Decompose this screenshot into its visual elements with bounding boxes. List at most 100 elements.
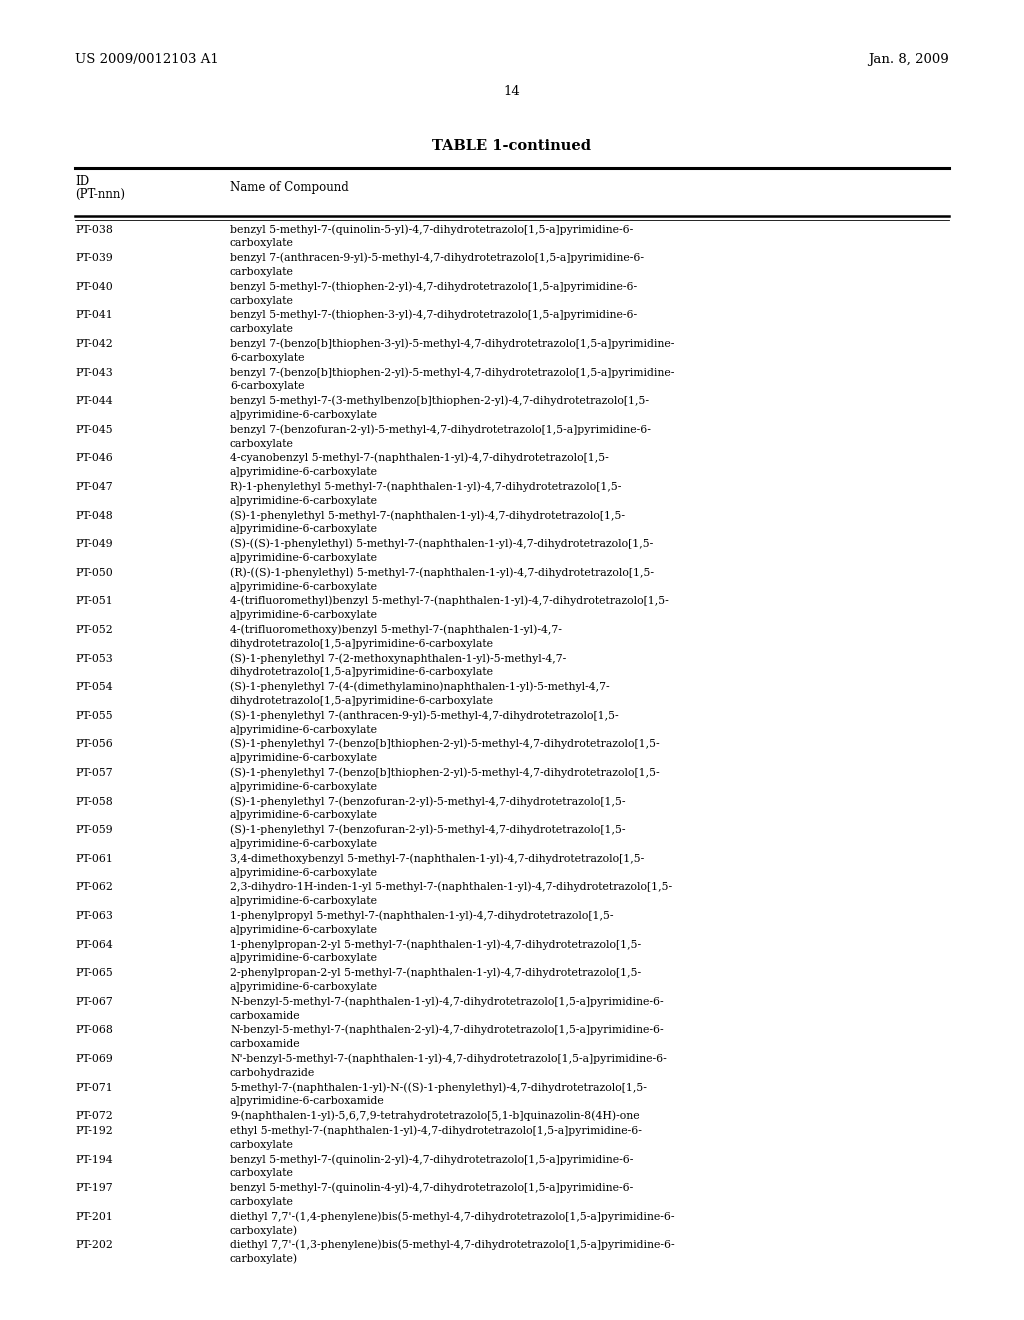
Text: PT-051: PT-051 — [75, 597, 113, 606]
Text: a]pyrimidine-6-carboxylate: a]pyrimidine-6-carboxylate — [230, 754, 378, 763]
Text: a]pyrimidine-6-carboxylate: a]pyrimidine-6-carboxylate — [230, 953, 378, 964]
Text: a]pyrimidine-6-carboxylate: a]pyrimidine-6-carboxylate — [230, 867, 378, 878]
Text: benzyl 7-(benzo[b]thiophen-3-yl)-5-methyl-4,7-dihydrotetrazolo[1,5-a]pyrimidine-: benzyl 7-(benzo[b]thiophen-3-yl)-5-methy… — [230, 338, 675, 348]
Text: 1-phenylpropan-2-yl 5-methyl-7-(naphthalen-1-yl)-4,7-dihydrotetrazolo[1,5-: 1-phenylpropan-2-yl 5-methyl-7-(naphthal… — [230, 939, 641, 949]
Text: a]pyrimidine-6-carboxylate: a]pyrimidine-6-carboxylate — [230, 781, 378, 792]
Text: PT-201: PT-201 — [75, 1212, 113, 1222]
Text: benzyl 5-methyl-7-(thiophen-3-yl)-4,7-dihydrotetrazolo[1,5-a]pyrimidine-6-: benzyl 5-methyl-7-(thiophen-3-yl)-4,7-di… — [230, 310, 637, 321]
Text: N-benzyl-5-methyl-7-(naphthalen-2-yl)-4,7-dihydrotetrazolo[1,5-a]pyrimidine-6-: N-benzyl-5-methyl-7-(naphthalen-2-yl)-4,… — [230, 1024, 664, 1035]
Text: a]pyrimidine-6-carboxylate: a]pyrimidine-6-carboxylate — [230, 925, 378, 935]
Text: R)-1-phenylethyl 5-methyl-7-(naphthalen-1-yl)-4,7-dihydrotetrazolo[1,5-: R)-1-phenylethyl 5-methyl-7-(naphthalen-… — [230, 482, 622, 492]
Text: (S)-((S)-1-phenylethyl) 5-methyl-7-(naphthalen-1-yl)-4,7-dihydrotetrazolo[1,5-: (S)-((S)-1-phenylethyl) 5-methyl-7-(naph… — [230, 539, 653, 549]
Text: PT-059: PT-059 — [75, 825, 113, 836]
Text: (S)-1-phenylethyl 7-(benzofuran-2-yl)-5-methyl-4,7-dihydrotetrazolo[1,5-: (S)-1-phenylethyl 7-(benzofuran-2-yl)-5-… — [230, 825, 626, 836]
Text: PT-197: PT-197 — [75, 1183, 113, 1193]
Text: benzyl 7-(benzofuran-2-yl)-5-methyl-4,7-dihydrotetrazolo[1,5-a]pyrimidine-6-: benzyl 7-(benzofuran-2-yl)-5-methyl-4,7-… — [230, 424, 651, 434]
Text: carboxylate: carboxylate — [230, 296, 294, 306]
Text: 4-(trifluoromethyl)benzyl 5-methyl-7-(naphthalen-1-yl)-4,7-dihydrotetrazolo[1,5-: 4-(trifluoromethyl)benzyl 5-methyl-7-(na… — [230, 595, 669, 606]
Text: a]pyrimidine-6-carboxylate: a]pyrimidine-6-carboxylate — [230, 810, 378, 821]
Text: carboxylate: carboxylate — [230, 438, 294, 449]
Text: Jan. 8, 2009: Jan. 8, 2009 — [868, 53, 949, 66]
Text: a]pyrimidine-6-carboxamide: a]pyrimidine-6-carboxamide — [230, 1097, 385, 1106]
Text: PT-038: PT-038 — [75, 224, 113, 235]
Text: a]pyrimidine-6-carboxylate: a]pyrimidine-6-carboxylate — [230, 411, 378, 420]
Text: carboxamide: carboxamide — [230, 1011, 301, 1020]
Text: a]pyrimidine-6-carboxylate: a]pyrimidine-6-carboxylate — [230, 982, 378, 993]
Text: ethyl 5-methyl-7-(naphthalen-1-yl)-4,7-dihydrotetrazolo[1,5-a]pyrimidine-6-: ethyl 5-methyl-7-(naphthalen-1-yl)-4,7-d… — [230, 1126, 642, 1137]
Text: a]pyrimidine-6-carboxylate: a]pyrimidine-6-carboxylate — [230, 725, 378, 735]
Text: benzyl 5-methyl-7-(thiophen-2-yl)-4,7-dihydrotetrazolo[1,5-a]pyrimidine-6-: benzyl 5-methyl-7-(thiophen-2-yl)-4,7-di… — [230, 281, 637, 292]
Text: PT-054: PT-054 — [75, 682, 113, 692]
Text: (R)-((S)-1-phenylethyl) 5-methyl-7-(naphthalen-1-yl)-4,7-dihydrotetrazolo[1,5-: (R)-((S)-1-phenylethyl) 5-methyl-7-(naph… — [230, 568, 654, 578]
Text: dihydrotetrazolo[1,5-a]pyrimidine-6-carboxylate: dihydrotetrazolo[1,5-a]pyrimidine-6-carb… — [230, 696, 494, 706]
Text: 4-cyanobenzyl 5-methyl-7-(naphthalen-1-yl)-4,7-dihydrotetrazolo[1,5-: 4-cyanobenzyl 5-methyl-7-(naphthalen-1-y… — [230, 453, 608, 463]
Text: PT-041: PT-041 — [75, 310, 113, 321]
Text: carboxylate: carboxylate — [230, 1168, 294, 1179]
Text: dihydrotetrazolo[1,5-a]pyrimidine-6-carboxylate: dihydrotetrazolo[1,5-a]pyrimidine-6-carb… — [230, 639, 494, 649]
Text: benzyl 5-methyl-7-(quinolin-2-yl)-4,7-dihydrotetrazolo[1,5-a]pyrimidine-6-: benzyl 5-methyl-7-(quinolin-2-yl)-4,7-di… — [230, 1154, 634, 1164]
Text: PT-044: PT-044 — [75, 396, 113, 407]
Text: a]pyrimidine-6-carboxylate: a]pyrimidine-6-carboxylate — [230, 896, 378, 907]
Text: PT-039: PT-039 — [75, 253, 113, 263]
Text: (S)-1-phenylethyl 7-(2-methoxynaphthalen-1-yl)-5-methyl-4,7-: (S)-1-phenylethyl 7-(2-methoxynaphthalen… — [230, 653, 566, 664]
Text: carboxylate: carboxylate — [230, 239, 294, 248]
Text: PT-194: PT-194 — [75, 1155, 113, 1164]
Text: PT-052: PT-052 — [75, 626, 113, 635]
Text: (S)-1-phenylethyl 7-(4-(dimethylamino)naphthalen-1-yl)-5-methyl-4,7-: (S)-1-phenylethyl 7-(4-(dimethylamino)na… — [230, 681, 609, 692]
Text: PT-063: PT-063 — [75, 911, 113, 921]
Text: benzyl 7-(benzo[b]thiophen-2-yl)-5-methyl-4,7-dihydrotetrazolo[1,5-a]pyrimidine-: benzyl 7-(benzo[b]thiophen-2-yl)-5-methy… — [230, 367, 675, 378]
Text: a]pyrimidine-6-carboxylate: a]pyrimidine-6-carboxylate — [230, 553, 378, 564]
Text: (S)-1-phenylethyl 7-(benzofuran-2-yl)-5-methyl-4,7-dihydrotetrazolo[1,5-: (S)-1-phenylethyl 7-(benzofuran-2-yl)-5-… — [230, 796, 626, 807]
Text: a]pyrimidine-6-carboxylate: a]pyrimidine-6-carboxylate — [230, 496, 378, 506]
Text: a]pyrimidine-6-carboxylate: a]pyrimidine-6-carboxylate — [230, 840, 378, 849]
Text: PT-056: PT-056 — [75, 739, 113, 750]
Text: diethyl 7,7'-(1,4-phenylene)bis(5-methyl-4,7-dihydrotetrazolo[1,5-a]pyrimidine-6: diethyl 7,7'-(1,4-phenylene)bis(5-methyl… — [230, 1212, 675, 1222]
Text: benzyl 5-methyl-7-(quinolin-4-yl)-4,7-dihydrotetrazolo[1,5-a]pyrimidine-6-: benzyl 5-methyl-7-(quinolin-4-yl)-4,7-di… — [230, 1183, 633, 1193]
Text: PT-053: PT-053 — [75, 653, 113, 664]
Text: (S)-1-phenylethyl 7-(benzo[b]thiophen-2-yl)-5-methyl-4,7-dihydrotetrazolo[1,5-: (S)-1-phenylethyl 7-(benzo[b]thiophen-2-… — [230, 767, 659, 777]
Text: benzyl 7-(anthracen-9-yl)-5-methyl-4,7-dihydrotetrazolo[1,5-a]pyrimidine-6-: benzyl 7-(anthracen-9-yl)-5-methyl-4,7-d… — [230, 252, 644, 263]
Text: a]pyrimidine-6-carboxylate: a]pyrimidine-6-carboxylate — [230, 610, 378, 620]
Text: PT-202: PT-202 — [75, 1241, 113, 1250]
Text: 6-carboxylate: 6-carboxylate — [230, 352, 304, 363]
Text: PT-045: PT-045 — [75, 425, 113, 434]
Text: PT-050: PT-050 — [75, 568, 113, 578]
Text: (S)-1-phenylethyl 7-(benzo[b]thiophen-2-yl)-5-methyl-4,7-dihydrotetrazolo[1,5-: (S)-1-phenylethyl 7-(benzo[b]thiophen-2-… — [230, 739, 659, 750]
Text: benzyl 5-methyl-7-(quinolin-5-yl)-4,7-dihydrotetrazolo[1,5-a]pyrimidine-6-: benzyl 5-methyl-7-(quinolin-5-yl)-4,7-di… — [230, 224, 633, 235]
Text: N'-benzyl-5-methyl-7-(naphthalen-1-yl)-4,7-dihydrotetrazolo[1,5-a]pyrimidine-6-: N'-benzyl-5-methyl-7-(naphthalen-1-yl)-4… — [230, 1053, 667, 1064]
Text: (S)-1-phenylethyl 5-methyl-7-(naphthalen-1-yl)-4,7-dihydrotetrazolo[1,5-: (S)-1-phenylethyl 5-methyl-7-(naphthalen… — [230, 510, 625, 520]
Text: PT-192: PT-192 — [75, 1126, 113, 1137]
Text: PT-068: PT-068 — [75, 1026, 113, 1035]
Text: PT-072: PT-072 — [75, 1111, 113, 1121]
Text: dihydrotetrazolo[1,5-a]pyrimidine-6-carboxylate: dihydrotetrazolo[1,5-a]pyrimidine-6-carb… — [230, 668, 494, 677]
Text: TABLE 1-continued: TABLE 1-continued — [432, 139, 592, 153]
Text: 14: 14 — [504, 84, 520, 98]
Text: US 2009/0012103 A1: US 2009/0012103 A1 — [75, 53, 219, 66]
Text: PT-067: PT-067 — [75, 997, 113, 1007]
Text: PT-055: PT-055 — [75, 711, 113, 721]
Text: diethyl 7,7'-(1,3-phenylene)bis(5-methyl-4,7-dihydrotetrazolo[1,5-a]pyrimidine-6: diethyl 7,7'-(1,3-phenylene)bis(5-methyl… — [230, 1239, 675, 1250]
Text: PT-043: PT-043 — [75, 368, 113, 378]
Text: PT-040: PT-040 — [75, 282, 113, 292]
Text: carboxylate: carboxylate — [230, 1140, 294, 1150]
Text: 1-phenylpropyl 5-methyl-7-(naphthalen-1-yl)-4,7-dihydrotetrazolo[1,5-: 1-phenylpropyl 5-methyl-7-(naphthalen-1-… — [230, 911, 613, 921]
Text: carboxylate): carboxylate) — [230, 1254, 298, 1265]
Text: PT-048: PT-048 — [75, 511, 113, 520]
Text: N-benzyl-5-methyl-7-(naphthalen-1-yl)-4,7-dihydrotetrazolo[1,5-a]pyrimidine-6-: N-benzyl-5-methyl-7-(naphthalen-1-yl)-4,… — [230, 997, 664, 1007]
Text: 2,3-dihydro-1H-inden-1-yl 5-methyl-7-(naphthalen-1-yl)-4,7-dihydrotetrazolo[1,5-: 2,3-dihydro-1H-inden-1-yl 5-methyl-7-(na… — [230, 882, 672, 892]
Text: PT-071: PT-071 — [75, 1082, 113, 1093]
Text: a]pyrimidine-6-carboxylate: a]pyrimidine-6-carboxylate — [230, 582, 378, 591]
Text: PT-064: PT-064 — [75, 940, 113, 949]
Text: 3,4-dimethoxybenzyl 5-methyl-7-(naphthalen-1-yl)-4,7-dihydrotetrazolo[1,5-: 3,4-dimethoxybenzyl 5-methyl-7-(naphthal… — [230, 853, 644, 863]
Text: PT-049: PT-049 — [75, 540, 113, 549]
Text: 6-carboxylate: 6-carboxylate — [230, 381, 304, 392]
Text: PT-062: PT-062 — [75, 883, 113, 892]
Text: carboxylate: carboxylate — [230, 325, 294, 334]
Text: PT-065: PT-065 — [75, 969, 113, 978]
Text: carboxylate: carboxylate — [230, 267, 294, 277]
Text: 4-(trifluoromethoxy)benzyl 5-methyl-7-(naphthalen-1-yl)-4,7-: 4-(trifluoromethoxy)benzyl 5-methyl-7-(n… — [230, 624, 562, 635]
Text: 9-(naphthalen-1-yl)-5,6,7,9-tetrahydrotetrazolo[5,1-b]quinazolin-8(4H)-one: 9-(naphthalen-1-yl)-5,6,7,9-tetrahydrote… — [230, 1110, 640, 1121]
Text: PT-058: PT-058 — [75, 797, 113, 807]
Text: (PT-nnn): (PT-nnn) — [75, 187, 125, 201]
Text: a]pyrimidine-6-carboxylate: a]pyrimidine-6-carboxylate — [230, 467, 378, 478]
